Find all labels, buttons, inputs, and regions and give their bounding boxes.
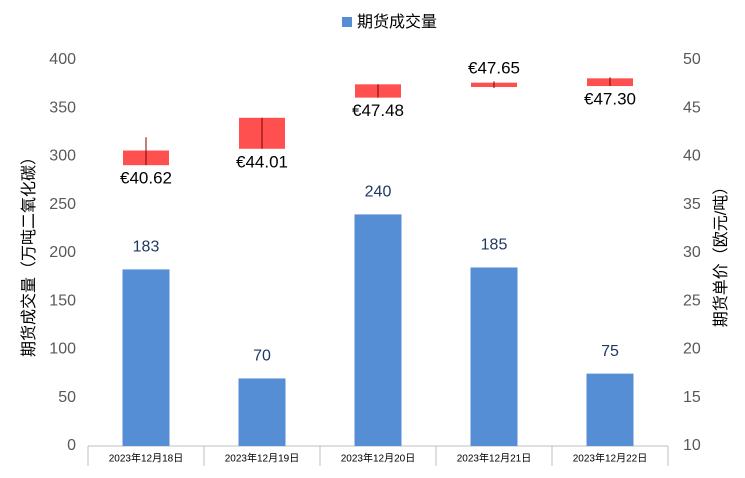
bar xyxy=(122,269,170,446)
y-tick-label: 50 xyxy=(58,389,76,406)
y-tick-label: 200 xyxy=(49,244,76,261)
y2-tick-label: 50 xyxy=(683,51,701,68)
y2-tick-label: 25 xyxy=(683,292,701,309)
y-tick-label: 0 xyxy=(67,437,76,454)
y-tick-label: 150 xyxy=(49,292,76,309)
y2-tick-label: 20 xyxy=(683,341,701,358)
price-label: €44.01 xyxy=(236,152,288,171)
y-tick-label: 250 xyxy=(49,196,76,213)
bar xyxy=(470,267,518,446)
bar xyxy=(586,373,634,446)
y-tick-label: 100 xyxy=(49,341,76,358)
y2-tick-label: 10 xyxy=(683,437,701,454)
legend-swatch xyxy=(342,17,352,27)
x-tick-label: 2023年12月22日 xyxy=(573,452,648,465)
bar xyxy=(238,378,286,446)
bar xyxy=(354,214,402,446)
y2-tick-label: 40 xyxy=(683,148,701,165)
bar-value-label: 185 xyxy=(481,237,508,254)
bar-value-label: 75 xyxy=(601,343,619,360)
y2-tick-label: 45 xyxy=(683,99,701,116)
x-tick-label: 2023年12月19日 xyxy=(225,452,300,465)
y2-tick-label: 35 xyxy=(683,196,701,213)
y2-axis-label: 期货单价（欧元/吨） xyxy=(712,179,730,327)
bar-value-label: 183 xyxy=(133,239,160,256)
x-tick-label: 2023年12月21日 xyxy=(457,452,532,465)
bar-value-label: 240 xyxy=(365,184,392,201)
y2-tick-label: 15 xyxy=(683,389,701,406)
bar-value-label: 70 xyxy=(253,348,271,365)
y2-tick-label: 30 xyxy=(683,244,701,261)
price-label: €47.65 xyxy=(468,59,520,78)
price-label: €47.30 xyxy=(584,90,636,109)
price-label: €40.62 xyxy=(120,169,172,188)
y-tick-label: 400 xyxy=(49,51,76,68)
price-label: €47.48 xyxy=(352,101,404,120)
y-tick-label: 300 xyxy=(49,148,76,165)
y-axis-label: 期货成交量（万吨二氧化碳） xyxy=(20,149,38,357)
legend-label: 期货成交量 xyxy=(357,13,437,31)
y-tick-label: 350 xyxy=(49,99,76,116)
x-tick-label: 2023年12月18日 xyxy=(109,452,184,465)
x-tick-label: 2023年12月20日 xyxy=(341,452,416,465)
